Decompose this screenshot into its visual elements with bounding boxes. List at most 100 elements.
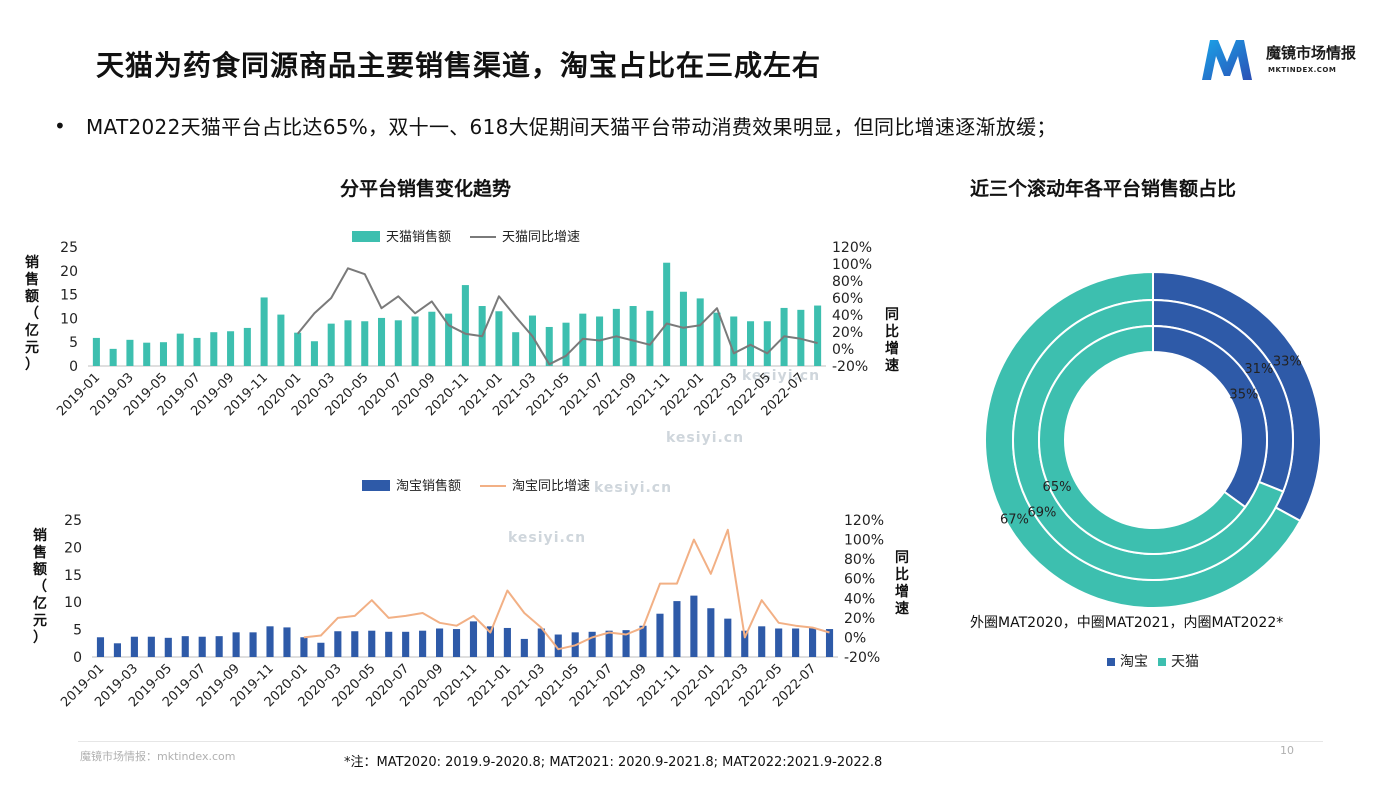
bar: [495, 311, 503, 366]
y2-axis-title-char: 同: [885, 307, 899, 323]
y2-axis-title-char: 增: [885, 340, 899, 357]
y2-tick-label: 60%: [844, 572, 875, 588]
growth-line: [303, 528, 830, 651]
bar: [210, 332, 218, 366]
y2-axis-title-char: 比: [885, 323, 899, 340]
bar: [378, 317, 386, 366]
platform-share-donut: 33% 67% 31% 69% 35% 65% 淘宝 天猫: [984, 270, 1323, 670]
bar: [260, 297, 268, 366]
y-axis-title-char: 销: [33, 527, 47, 544]
y-tick-label: 20: [64, 540, 82, 556]
donut-data-label: 33%: [1273, 355, 1302, 370]
brand-logo: [1202, 40, 1252, 80]
bar: [227, 331, 235, 366]
y2-axis-title-char: 比: [895, 566, 909, 583]
y2-tick-label: 20%: [844, 611, 875, 627]
logo-url: MKTINDEX.COM: [1268, 66, 1337, 74]
bar: [520, 638, 528, 657]
logo-name: 魔镜市场情报: [1266, 44, 1357, 62]
bullet-text: MAT2022天猫平台占比达65%，双十一、618大促期间天猫平台带动消费效果明…: [86, 115, 1057, 139]
left-section-title: 分平台销售变化趋势: [340, 178, 512, 200]
bar: [164, 637, 172, 657]
legend-swatch-tmall: [1158, 658, 1166, 666]
bar: [394, 320, 402, 366]
bar: [96, 637, 105, 657]
bar: [545, 326, 553, 366]
bar: [763, 321, 771, 366]
y2-tick-label: 0%: [844, 630, 866, 646]
bar: [825, 629, 834, 657]
bar: [159, 342, 167, 366]
donut-slice: [1038, 324, 1247, 555]
growth-line: [296, 267, 818, 366]
bar: [775, 628, 783, 657]
y-axis-title-char: 亿: [33, 595, 47, 612]
y-tick-label: 25: [60, 240, 78, 256]
legend-label: 淘宝销售额: [396, 478, 461, 494]
y-axis-title-char: 额: [33, 561, 47, 578]
logo-m-icon: [1202, 40, 1252, 80]
bar: [646, 310, 654, 366]
bar: [445, 313, 453, 366]
bar: [402, 631, 410, 657]
legend-bar-swatch: [352, 231, 380, 242]
y-tick-label: 15: [64, 568, 82, 584]
bar: [351, 631, 359, 657]
bar: [747, 321, 755, 366]
y-tick-label: 5: [73, 623, 82, 639]
watermark: kesiyi.cn: [666, 430, 745, 446]
bar: [113, 643, 121, 657]
bar: [528, 315, 536, 366]
y2-tick-label: 100%: [832, 257, 872, 273]
y-axis-title-char: 售: [32, 544, 47, 561]
bar: [461, 285, 469, 366]
bar: [679, 291, 687, 366]
y-tick-label: 10: [64, 595, 82, 611]
watermark: kesiyi.cn: [508, 530, 587, 546]
bar: [792, 628, 800, 657]
bar: [327, 323, 335, 366]
bar: [92, 337, 100, 366]
donut-data-label: 65%: [1043, 480, 1072, 495]
y2-tick-label: 120%: [832, 240, 872, 256]
bar: [300, 637, 308, 657]
y2-tick-label: 40%: [844, 591, 875, 607]
y2-tick-label: 20%: [832, 325, 863, 341]
bar: [266, 626, 274, 657]
legend-label: 天猫同比增速: [502, 230, 580, 245]
y-axis-title-char: 额: [25, 288, 39, 305]
y2-axis-title-char: 速: [885, 357, 899, 374]
bar: [758, 626, 766, 657]
bar: [452, 629, 461, 657]
bar: [741, 630, 749, 657]
bar: [486, 626, 494, 657]
y-axis-title-char: 元: [25, 340, 39, 356]
bar: [277, 314, 285, 366]
y2-tick-label: 0%: [832, 342, 854, 358]
y-tick-label: 0: [69, 359, 78, 375]
legend-label: 淘宝: [1120, 654, 1148, 670]
y-axis-title-char: ）: [25, 357, 39, 373]
legend-label: 天猫: [1171, 654, 1199, 670]
y-axis-title-char: （: [25, 306, 39, 322]
y-axis-title-char: 售: [24, 271, 39, 288]
y2-tick-label: 80%: [844, 552, 875, 568]
bar: [537, 628, 545, 657]
bar: [814, 305, 822, 366]
bar: [605, 630, 613, 657]
bar: [176, 333, 184, 366]
legend-label: 天猫销售额: [386, 229, 451, 245]
donut-data-label: 69%: [1028, 505, 1057, 520]
donut-data-label: 35%: [1229, 388, 1258, 403]
bar: [469, 621, 478, 657]
y2-tick-label: -20%: [844, 650, 880, 666]
bar: [663, 262, 671, 366]
bar: [368, 630, 376, 657]
bar: [690, 595, 698, 657]
bar: [639, 625, 647, 657]
y-axis-title-char: 亿: [25, 322, 39, 339]
y2-tick-label: 60%: [832, 291, 863, 307]
bar: [411, 316, 419, 366]
y-tick-label: 20: [60, 264, 78, 280]
legend-bar-swatch: [362, 480, 390, 491]
